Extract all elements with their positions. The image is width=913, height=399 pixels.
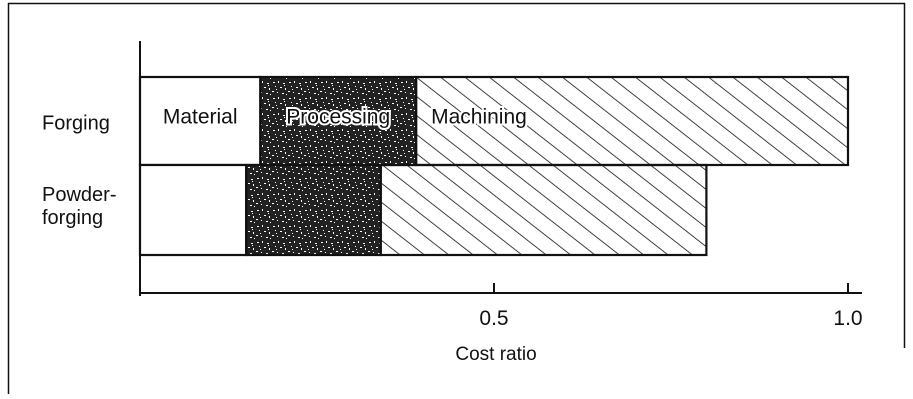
bars-layer: Material Processing Machining xyxy=(138,75,850,257)
bar-forging-processing xyxy=(259,75,418,167)
segment-label-material: Material xyxy=(163,106,238,129)
category-label-powder-forging-line-2: forging xyxy=(42,207,103,229)
category-label-forging: Forging xyxy=(42,112,110,134)
x-tick-label-0-5: 0.5 xyxy=(479,307,508,330)
category-label-powder-forging-line-1: Powder- xyxy=(42,184,116,206)
segment-label-machining: Machining xyxy=(431,106,527,129)
segment-label-processing: Processing xyxy=(286,106,390,129)
x-axis-title: Cost ratio xyxy=(455,344,536,365)
category-labels-layer: Forging Powder-forging xyxy=(42,112,116,229)
x-tick-label-1-0: 1.0 xyxy=(833,307,862,330)
bar-powder-forging-processing xyxy=(245,163,382,257)
bar-forging-material xyxy=(138,75,262,167)
bar-powder-forging-machining xyxy=(379,163,708,257)
bar-powder-forging-material xyxy=(138,163,248,257)
x-axis: 0.5 1.0 xyxy=(139,41,863,330)
bar-forging-machining xyxy=(415,75,850,167)
